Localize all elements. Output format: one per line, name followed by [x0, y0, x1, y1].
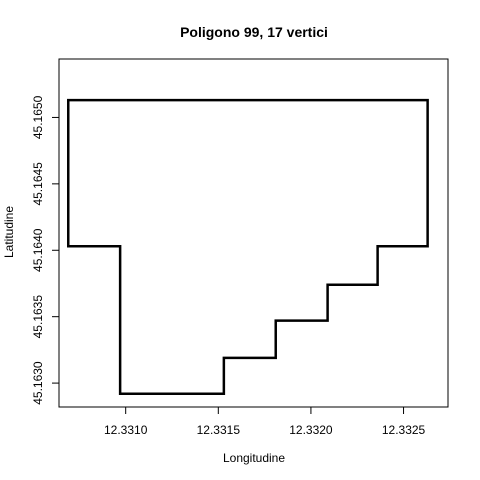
y-tick-label: 45.1640: [31, 228, 45, 272]
plot-frame: [59, 59, 448, 407]
y-tick-label: 45.1645: [31, 162, 45, 206]
y-axis: 45.1630 45.1635 45.1640 45.1645 45.1650: [31, 95, 59, 404]
y-tick-label: 45.1635: [31, 295, 45, 339]
x-tick-label: 12.3320: [289, 423, 333, 437]
y-tick-label: 45.1650: [31, 95, 45, 139]
x-tick-label: 12.3310: [104, 423, 148, 437]
x-axis-label: Longitudine: [223, 451, 285, 465]
y-tick-label: 45.1630: [31, 361, 45, 405]
polygon-outline: [68, 100, 427, 394]
x-tick-label: 12.3325: [382, 423, 426, 437]
chart-title: Poligono 99, 17 vertici: [180, 24, 328, 40]
x-axis: 12.3310 12.3315 12.3320 12.3325: [104, 407, 426, 437]
y-axis-label: Latitudine: [2, 206, 16, 258]
x-tick-label: 12.3315: [197, 423, 241, 437]
